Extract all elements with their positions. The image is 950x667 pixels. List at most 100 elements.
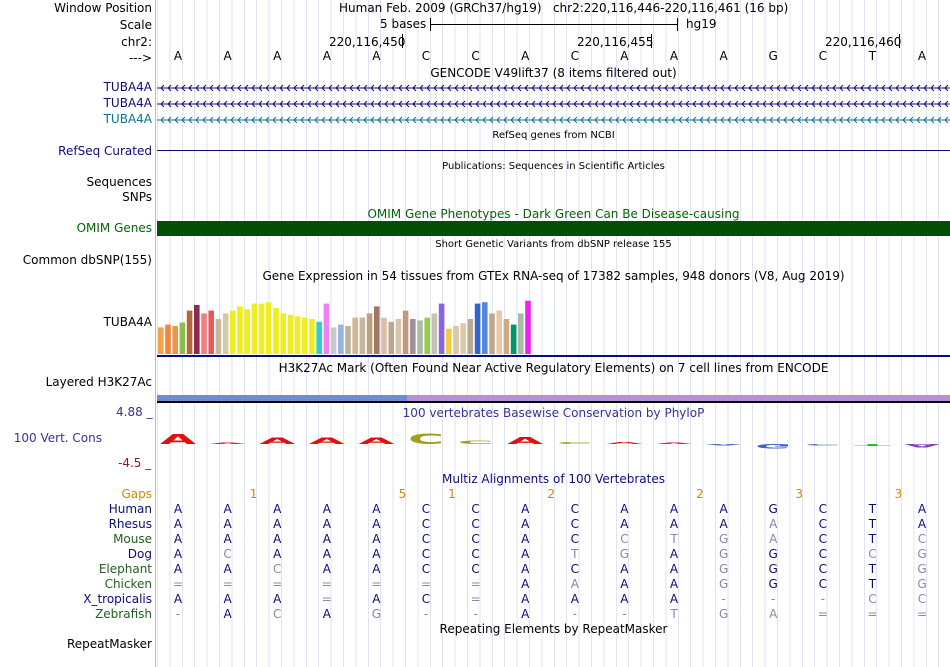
dbsnp-label[interactable]: Common dbSNP(155)	[22, 253, 152, 267]
gtex-tissue-bar[interactable]	[489, 313, 495, 354]
strand-arrow	[909, 100, 914, 108]
omim-label[interactable]: OMIM Genes	[76, 221, 152, 235]
gencode-gene-3[interactable]	[157, 114, 950, 126]
gtex-tissue-bar[interactable]	[374, 306, 380, 354]
gtex-tissue-bar[interactable]	[402, 310, 409, 354]
gtex-tissue-bar[interactable]	[215, 319, 222, 354]
pubs-label-sequences[interactable]: Sequences	[86, 175, 152, 189]
gtex-tissue-bar[interactable]	[352, 317, 358, 354]
gtex-tissue-bar[interactable]	[359, 317, 366, 354]
gtex-tissue-bar[interactable]	[366, 313, 373, 354]
gtex-tissue-bar[interactable]	[518, 313, 524, 354]
repeat-label[interactable]: RepeatMasker	[66, 637, 152, 651]
gtex-tissue-bar[interactable]	[237, 306, 243, 354]
gtex-tissue-bar[interactable]	[309, 319, 315, 354]
cons-letter: A	[210, 442, 246, 444]
gtex-tissue-bar[interactable]	[417, 320, 423, 354]
refseq-gene-line[interactable]	[157, 150, 950, 151]
omim-gene-bar[interactable]	[157, 221, 950, 236]
gtex-tissue-bar[interactable]	[395, 319, 402, 354]
alignment-base: A	[372, 532, 381, 546]
strand-arrow	[622, 84, 627, 92]
species-label[interactable]: Zebrafish	[95, 607, 152, 621]
species-label[interactable]: X_tropicalis	[83, 592, 152, 606]
gtex-tissue-bar[interactable]	[388, 321, 394, 354]
gtex-tissue-bar[interactable]	[345, 326, 351, 354]
gtex-tissue-bar[interactable]	[179, 322, 186, 355]
multiz-title[interactable]: Multiz Alignments of 100 Vertebrates	[441, 472, 666, 486]
strand-arrow	[433, 100, 438, 108]
dbsnp-title[interactable]: Short Genetic Variants from dbSNP releas…	[435, 239, 672, 250]
gtex-tissue-bar[interactable]	[194, 305, 200, 354]
h3k27ac-title[interactable]: H3K27Ac Mark (Often Found Near Active Re…	[278, 361, 829, 375]
refseq-label[interactable]: RefSeq Curated	[58, 144, 152, 158]
gtex-barchart[interactable]	[157, 284, 557, 356]
gtex-tissue-bar[interactable]	[503, 319, 510, 354]
gencode-item-2[interactable]: TUBA4A	[103, 96, 152, 110]
gtex-tissue-bar[interactable]	[294, 316, 301, 354]
pubs-label-snps[interactable]: SNPs	[122, 190, 152, 204]
alignment-base: A	[273, 547, 282, 561]
species-label[interactable]: Human	[108, 502, 152, 516]
gtex-tissue-bar[interactable]	[460, 323, 466, 354]
gencode-gene-1[interactable]	[157, 82, 950, 94]
species-label[interactable]: Dog	[127, 547, 152, 561]
gtex-tissue-bar[interactable]	[446, 328, 452, 354]
gtex-tissue-bar[interactable]	[165, 324, 171, 354]
refseq-title[interactable]: RefSeq genes from NCBI	[492, 130, 615, 141]
gtex-tissue-bar[interactable]	[280, 313, 286, 354]
strand-arrow	[916, 116, 921, 124]
gtex-tissue-bar[interactable]	[424, 317, 430, 354]
gtex-tissue-bar[interactable]	[222, 313, 229, 354]
gtex-tissue-bar[interactable]	[510, 324, 517, 354]
gtex-tissue-bar[interactable]	[251, 303, 258, 354]
gtex-tissue-bar[interactable]	[467, 319, 474, 354]
gtex-tissue-bar[interactable]	[323, 303, 330, 354]
gtex-tissue-bar[interactable]	[244, 309, 250, 354]
gtex-tissue-bar[interactable]	[302, 317, 308, 354]
gtex-tissue-bar[interactable]	[431, 313, 438, 354]
gtex-tissue-bar[interactable]	[172, 326, 178, 354]
species-label[interactable]: Mouse	[113, 532, 152, 546]
gencode-gene-2[interactable]	[157, 98, 950, 110]
cons-label[interactable]: 100 Vert. Cons	[13, 431, 102, 445]
gtex-tissue-bar[interactable]	[230, 310, 236, 354]
gtex-tissue-bar[interactable]	[201, 313, 207, 354]
gtex-label[interactable]: TUBA4A	[103, 315, 152, 329]
alignment-base: C	[421, 562, 431, 576]
gencode-item-3[interactable]: TUBA4A	[103, 112, 152, 126]
h3k27ac-label[interactable]: Layered H3K27Ac	[45, 375, 152, 389]
species-label[interactable]: Rhesus	[108, 517, 152, 531]
gtex-tissue-bar[interactable]	[381, 317, 387, 354]
cons-title[interactable]: 100 vertebrates Basewise Conservation by…	[402, 406, 705, 420]
gtex-tissue-bar[interactable]	[338, 324, 344, 354]
species-label[interactable]: Chicken	[104, 577, 152, 591]
gtex-tissue-bar[interactable]	[453, 326, 459, 354]
gtex-tissue-bar[interactable]	[482, 302, 488, 354]
gtex-tissue-bar[interactable]	[316, 321, 322, 354]
strand-arrow	[720, 84, 725, 92]
gtex-tissue-bar[interactable]	[438, 303, 445, 354]
gtex-tissue-bar[interactable]	[186, 310, 193, 354]
gtex-tissue-bar[interactable]	[287, 314, 294, 354]
species-label[interactable]: Elephant	[98, 562, 152, 576]
gtex-tissue-bar[interactable]	[474, 303, 481, 354]
cons-logo[interactable]: A A A A A C C A C A A A G C T A	[157, 424, 950, 454]
gtex-tissue-bar[interactable]	[496, 310, 502, 354]
gtex-tissue-bar[interactable]	[208, 310, 214, 354]
gtex-tissue-bar[interactable]	[330, 327, 337, 354]
repeat-title[interactable]: Repeating Elements by RepeatMasker	[439, 622, 668, 636]
gtex-tissue-bar[interactable]	[273, 307, 279, 354]
gtex-tissue-bar[interactable]	[266, 302, 272, 354]
gencode-title[interactable]: GENCODE V49lift37 (8 items filtered out)	[430, 66, 677, 80]
gencode-item-1[interactable]: TUBA4A	[103, 80, 152, 94]
strand-arrow	[706, 84, 711, 92]
gtex-tissue-bar[interactable]	[525, 300, 531, 354]
gtex-tissue-bar[interactable]	[258, 303, 265, 354]
omim-title[interactable]: OMIM Gene Phenotypes - Dark Green Can Be…	[367, 207, 740, 221]
gtex-tissue-bar[interactable]	[410, 319, 416, 354]
gtex-tissue-bar[interactable]	[158, 327, 164, 354]
gtex-title[interactable]: Gene Expression in 54 tissues from GTEx …	[262, 269, 845, 283]
strand-arrow	[797, 84, 802, 92]
pubs-title[interactable]: Publications: Sequences in Scientific Ar…	[442, 161, 665, 172]
